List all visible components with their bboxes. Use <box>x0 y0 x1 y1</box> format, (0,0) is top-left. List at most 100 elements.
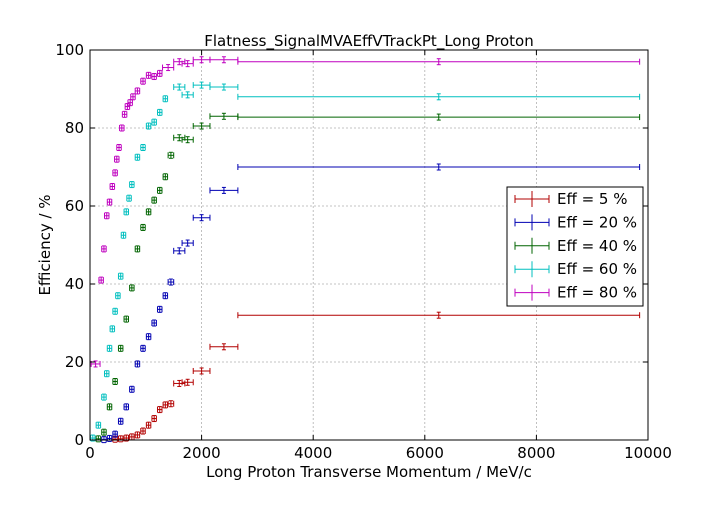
data-point <box>129 284 135 292</box>
data-point <box>181 239 194 247</box>
series-1 <box>101 163 641 444</box>
data-point <box>145 208 152 216</box>
legend-entry: Eff = 5 % <box>514 190 627 208</box>
data-point <box>151 118 157 126</box>
data-point <box>140 344 146 352</box>
data-point <box>209 186 239 194</box>
data-point <box>101 393 107 401</box>
y-tick-label: 40 <box>65 275 84 293</box>
data-point <box>134 431 141 439</box>
legend-label: Eff = 80 % <box>557 284 637 302</box>
data-point <box>237 93 641 101</box>
data-point <box>181 136 194 144</box>
x-tick-label: 0 <box>85 444 95 462</box>
data-point <box>162 173 169 181</box>
legend-label: Eff = 5 % <box>557 190 627 208</box>
data-point <box>145 122 152 130</box>
chart-title: Flatness_SignalMVAEffVTrackPt_Long Proto… <box>204 32 534 51</box>
data-point <box>117 344 124 352</box>
data-point <box>124 103 131 111</box>
data-point <box>151 415 157 423</box>
legend-entry: Eff = 20 % <box>514 213 637 231</box>
data-point <box>134 245 141 253</box>
data-point <box>101 428 107 436</box>
data-point <box>140 144 146 151</box>
series-4 <box>90 56 641 368</box>
data-point <box>129 181 135 189</box>
data-point <box>101 245 107 253</box>
x-tick-label: 10000 <box>624 444 672 462</box>
data-point <box>115 292 121 300</box>
series-0 <box>112 311 641 443</box>
data-point <box>173 247 186 255</box>
legend-entry: Eff = 80 % <box>514 284 637 302</box>
data-point <box>157 108 163 116</box>
data-point <box>167 151 175 159</box>
data-point <box>162 64 175 72</box>
data-point <box>120 231 127 239</box>
data-point <box>119 124 125 132</box>
data-point <box>192 367 211 375</box>
data-point <box>117 435 124 443</box>
data-point <box>117 272 124 280</box>
data-point <box>106 198 113 206</box>
legend: Eff = 5 % Eff = 20 % Eff = 40 % Eff = 60 % E… <box>506 186 644 307</box>
y-tick-label: 100 <box>55 41 84 59</box>
data-point <box>123 208 130 216</box>
x-tick-label: 4000 <box>294 444 332 462</box>
data-point <box>98 276 104 284</box>
data-point <box>106 403 113 411</box>
data-point <box>134 153 141 161</box>
data-point <box>134 360 141 368</box>
legend-entry: Eff = 60 % <box>514 260 637 278</box>
data-point <box>130 93 136 101</box>
series-2 <box>95 112 641 443</box>
data-point <box>121 110 128 118</box>
data-point <box>112 307 118 315</box>
data-point <box>95 435 102 443</box>
data-point <box>237 58 641 66</box>
y-axis-label: Efficiency / % <box>36 194 54 295</box>
data-point <box>126 194 132 202</box>
data-point <box>181 378 194 386</box>
data-point <box>167 278 175 286</box>
data-point <box>112 430 118 438</box>
data-point <box>104 212 110 220</box>
data-point <box>167 400 175 408</box>
data-point <box>157 305 163 313</box>
data-point <box>109 325 116 333</box>
data-point <box>104 370 110 378</box>
data-point <box>140 77 146 85</box>
series-layer <box>90 56 641 444</box>
data-point <box>173 379 186 387</box>
legend-label: Eff = 20 % <box>557 213 637 231</box>
data-point <box>114 155 120 163</box>
data-point <box>95 421 102 429</box>
data-point <box>151 196 157 204</box>
y-tick-label: 0 <box>74 431 84 449</box>
legend-label: Eff = 40 % <box>557 237 637 255</box>
data-point <box>145 421 152 429</box>
data-point <box>90 360 101 368</box>
data-point <box>106 344 113 352</box>
data-point <box>151 319 157 327</box>
data-point <box>237 311 641 319</box>
data-point <box>237 113 641 121</box>
data-point <box>162 401 169 409</box>
data-point <box>140 427 146 435</box>
data-point <box>209 112 239 120</box>
data-point <box>134 87 141 95</box>
data-point <box>157 406 163 414</box>
series-3 <box>90 81 641 442</box>
data-point <box>123 403 130 411</box>
data-point <box>112 169 118 177</box>
data-point <box>181 91 194 99</box>
data-point <box>192 122 211 130</box>
data-point <box>140 223 146 231</box>
data-point <box>173 134 186 142</box>
data-point <box>192 214 211 222</box>
data-point <box>173 83 186 91</box>
data-point <box>109 183 116 190</box>
